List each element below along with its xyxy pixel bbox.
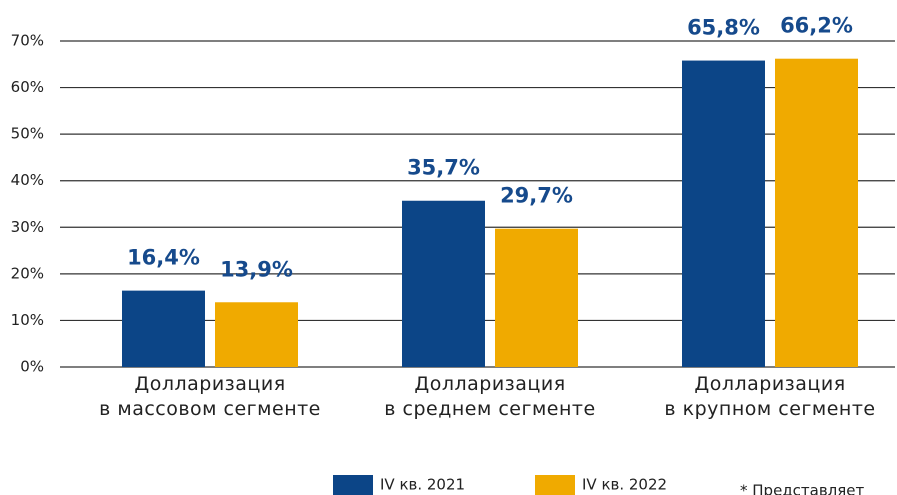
- value-label: 29,7%: [500, 184, 573, 208]
- bar: [122, 291, 205, 367]
- y-tick-label: 30%: [11, 218, 44, 236]
- y-tick-label: 10%: [11, 311, 44, 329]
- bar: [402, 201, 485, 367]
- page: 0% 10% 20% 30% 40% 50% 60% 70% 16,4% 13,9% 35,7% 29…: [0, 0, 897, 495]
- bar: [682, 61, 765, 367]
- value-label: 16,4%: [127, 246, 200, 270]
- x-tick-label: Долларизация в массовом сегменте: [70, 372, 350, 422]
- bar: [215, 302, 298, 367]
- y-tick-label: 20%: [11, 264, 44, 282]
- y-tick-label: 40%: [11, 171, 44, 189]
- value-label: 65,8%: [687, 16, 760, 40]
- y-tick-label: 70%: [11, 32, 44, 50]
- legend-swatch: [333, 475, 373, 495]
- x-tick-label: Долларизация в крупном сегменте: [630, 372, 897, 422]
- legend-label: IV кв. 2022: [582, 476, 667, 494]
- value-label: 35,7%: [407, 156, 480, 180]
- y-tick-label: 50%: [11, 125, 44, 143]
- footnote: * Представляет: [740, 482, 865, 495]
- legend-swatch: [535, 475, 575, 495]
- legend-label: IV кв. 2021: [380, 476, 465, 494]
- y-tick-label: 0%: [20, 358, 44, 376]
- value-label: 13,9%: [220, 257, 293, 281]
- x-tick-label: Долларизация в среднем сегменте: [350, 372, 630, 422]
- bar: [495, 229, 578, 367]
- value-label: 66,2%: [780, 14, 853, 38]
- bar: [775, 59, 858, 367]
- y-tick-label: 60%: [11, 78, 44, 96]
